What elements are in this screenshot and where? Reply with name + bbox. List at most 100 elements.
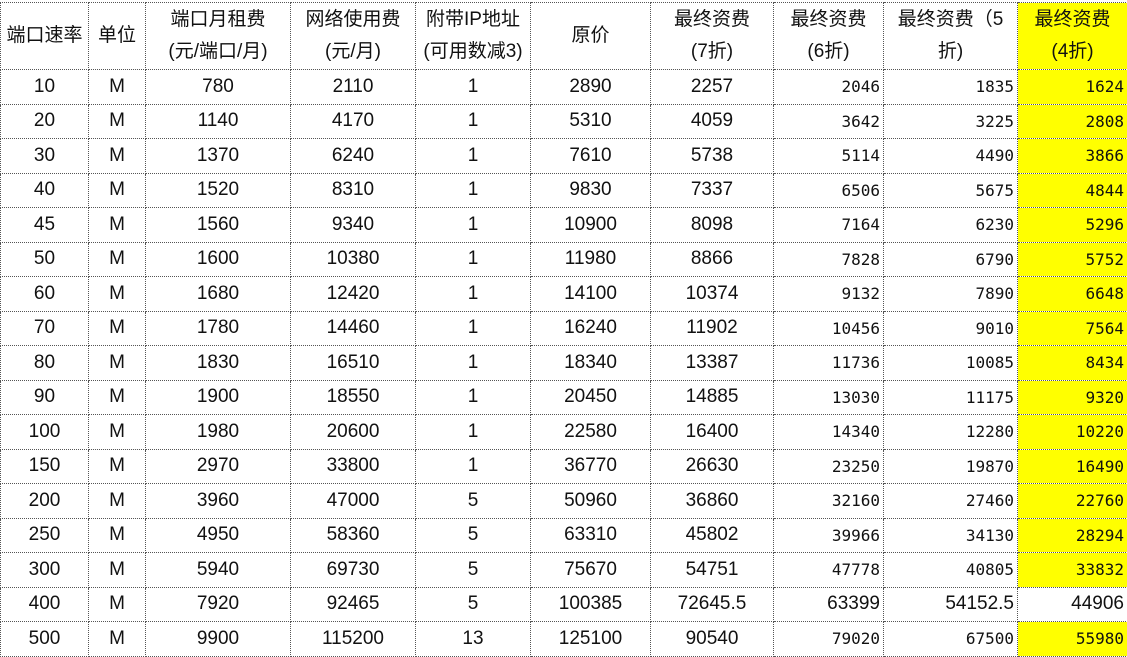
cell-final-60[interactable]: 10456 <box>774 311 884 346</box>
cell-final-70[interactable]: 72645.5 <box>651 587 774 622</box>
cell-final-50[interactable]: 1835 <box>884 70 1018 105</box>
cell-final-50[interactable]: 7890 <box>884 277 1018 312</box>
cell-final-60[interactable]: 3642 <box>774 104 884 139</box>
cell-final-60[interactable]: 32160 <box>774 484 884 519</box>
cell-original-price[interactable]: 2890 <box>531 70 651 105</box>
cell-unit[interactable]: M <box>89 553 146 588</box>
cell-port-speed[interactable]: 10 <box>1 70 89 105</box>
cell-port-monthly-fee[interactable]: 1780 <box>146 311 291 346</box>
cell-original-price[interactable]: 100385 <box>531 587 651 622</box>
cell-final-40[interactable]: 28294 <box>1018 518 1127 553</box>
cell-final-40[interactable]: 7564 <box>1018 311 1127 346</box>
cell-network-fee[interactable]: 16510 <box>291 346 416 381</box>
cell-final-50[interactable]: 6790 <box>884 242 1018 277</box>
cell-ip-address[interactable]: 1 <box>416 311 531 346</box>
cell-final-60[interactable]: 11736 <box>774 346 884 381</box>
cell-final-40[interactable]: 8434 <box>1018 346 1127 381</box>
cell-network-fee[interactable]: 47000 <box>291 484 416 519</box>
cell-ip-address[interactable]: 1 <box>416 242 531 277</box>
cell-final-40[interactable]: 16490 <box>1018 449 1127 484</box>
cell-ip-address[interactable]: 1 <box>416 346 531 381</box>
cell-port-speed[interactable]: 40 <box>1 173 89 208</box>
cell-final-70[interactable]: 7337 <box>651 173 774 208</box>
cell-port-monthly-fee[interactable]: 5940 <box>146 553 291 588</box>
cell-port-monthly-fee[interactable]: 1900 <box>146 380 291 415</box>
cell-port-monthly-fee[interactable]: 3960 <box>146 484 291 519</box>
cell-final-40[interactable]: 5296 <box>1018 208 1127 243</box>
header-port-speed[interactable]: 端口速率 <box>1 3 89 70</box>
cell-unit[interactable]: M <box>89 104 146 139</box>
cell-unit[interactable]: M <box>89 587 146 622</box>
cell-final-50[interactable]: 27460 <box>884 484 1018 519</box>
cell-final-50[interactable]: 34130 <box>884 518 1018 553</box>
cell-unit[interactable]: M <box>89 484 146 519</box>
cell-unit[interactable]: M <box>89 449 146 484</box>
cell-final-50[interactable]: 11175 <box>884 380 1018 415</box>
cell-network-fee[interactable]: 12420 <box>291 277 416 312</box>
header-ip-address[interactable]: 附带IP地址(可用数减3) <box>416 3 531 70</box>
cell-network-fee[interactable]: 4170 <box>291 104 416 139</box>
cell-final-60[interactable]: 7164 <box>774 208 884 243</box>
cell-network-fee[interactable]: 20600 <box>291 415 416 450</box>
cell-final-50[interactable]: 4490 <box>884 139 1018 174</box>
cell-ip-address[interactable]: 1 <box>416 208 531 243</box>
cell-unit[interactable]: M <box>89 208 146 243</box>
cell-port-monthly-fee[interactable]: 1520 <box>146 173 291 208</box>
cell-ip-address[interactable]: 1 <box>416 70 531 105</box>
cell-final-60[interactable]: 39966 <box>774 518 884 553</box>
cell-unit[interactable]: M <box>89 242 146 277</box>
cell-final-40[interactable]: 2808 <box>1018 104 1127 139</box>
cell-original-price[interactable]: 18340 <box>531 346 651 381</box>
cell-network-fee[interactable]: 58360 <box>291 518 416 553</box>
cell-port-monthly-fee[interactable]: 1600 <box>146 242 291 277</box>
cell-port-speed[interactable]: 300 <box>1 553 89 588</box>
cell-port-monthly-fee[interactable]: 7920 <box>146 587 291 622</box>
cell-final-70[interactable]: 13387 <box>651 346 774 381</box>
cell-port-speed[interactable]: 60 <box>1 277 89 312</box>
cell-port-speed[interactable]: 20 <box>1 104 89 139</box>
cell-network-fee[interactable]: 69730 <box>291 553 416 588</box>
header-final-60[interactable]: 最终资费(6折) <box>774 3 884 70</box>
cell-network-fee[interactable]: 33800 <box>291 449 416 484</box>
cell-ip-address[interactable]: 1 <box>416 173 531 208</box>
cell-final-60[interactable]: 9132 <box>774 277 884 312</box>
cell-network-fee[interactable]: 8310 <box>291 173 416 208</box>
cell-original-price[interactable]: 16240 <box>531 311 651 346</box>
header-unit[interactable]: 单位 <box>89 3 146 70</box>
cell-final-50[interactable]: 6230 <box>884 208 1018 243</box>
cell-port-speed[interactable]: 45 <box>1 208 89 243</box>
cell-port-monthly-fee[interactable]: 780 <box>146 70 291 105</box>
cell-port-speed[interactable]: 100 <box>1 415 89 450</box>
cell-final-70[interactable]: 14885 <box>651 380 774 415</box>
cell-unit[interactable]: M <box>89 277 146 312</box>
cell-final-70[interactable]: 8866 <box>651 242 774 277</box>
cell-ip-address[interactable]: 1 <box>416 104 531 139</box>
cell-port-speed[interactable]: 150 <box>1 449 89 484</box>
cell-final-70[interactable]: 2257 <box>651 70 774 105</box>
cell-port-speed[interactable]: 250 <box>1 518 89 553</box>
cell-ip-address[interactable]: 5 <box>416 553 531 588</box>
cell-final-40[interactable]: 4844 <box>1018 173 1127 208</box>
cell-final-50[interactable]: 5675 <box>884 173 1018 208</box>
cell-original-price[interactable]: 22580 <box>531 415 651 450</box>
cell-final-60[interactable]: 47778 <box>774 553 884 588</box>
cell-final-60[interactable]: 23250 <box>774 449 884 484</box>
cell-ip-address[interactable]: 1 <box>416 380 531 415</box>
cell-original-price[interactable]: 14100 <box>531 277 651 312</box>
cell-final-50[interactable]: 9010 <box>884 311 1018 346</box>
cell-unit[interactable]: M <box>89 380 146 415</box>
cell-final-50[interactable]: 10085 <box>884 346 1018 381</box>
cell-final-60[interactable]: 5114 <box>774 139 884 174</box>
cell-unit[interactable]: M <box>89 346 146 381</box>
cell-unit[interactable]: M <box>89 173 146 208</box>
header-original-price[interactable]: 原价 <box>531 3 651 70</box>
cell-network-fee[interactable]: 10380 <box>291 242 416 277</box>
cell-port-speed[interactable]: 80 <box>1 346 89 381</box>
cell-final-70[interactable]: 10374 <box>651 277 774 312</box>
cell-final-70[interactable]: 4059 <box>651 104 774 139</box>
cell-final-70[interactable]: 8098 <box>651 208 774 243</box>
cell-unit[interactable]: M <box>89 139 146 174</box>
cell-final-40[interactable]: 9320 <box>1018 380 1127 415</box>
cell-original-price[interactable]: 7610 <box>531 139 651 174</box>
